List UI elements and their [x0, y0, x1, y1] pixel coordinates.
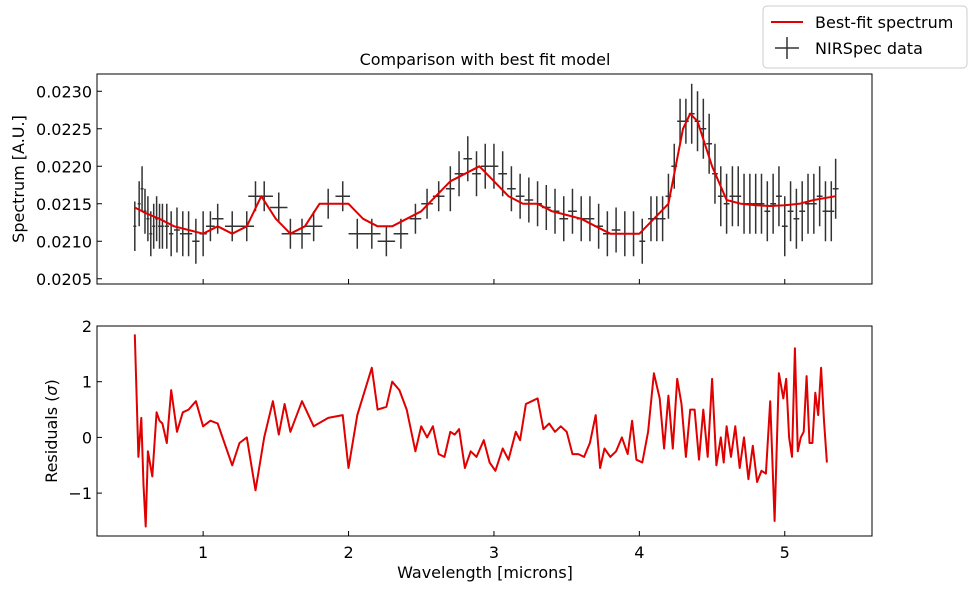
y-tick-label: 1 — [82, 373, 92, 392]
legend-data-label: NIRSpec data — [815, 39, 923, 58]
data-point — [677, 98, 683, 144]
x-tick-label: 3 — [489, 543, 499, 562]
y-tick-label: 0.0210 — [36, 232, 92, 251]
data-point — [409, 203, 422, 234]
data-point — [463, 136, 473, 182]
data-point — [515, 173, 525, 219]
data-point — [793, 188, 800, 249]
x-tick-label: 2 — [343, 543, 353, 562]
residuals-panel: 1 2 3 4 5 −1 0 1 2 Wavelength [microns] Residual… — [42, 317, 873, 582]
x-tick-label: 4 — [634, 543, 644, 562]
data-point — [776, 166, 782, 227]
data-point — [152, 203, 156, 249]
y-tick-label: 0.0205 — [36, 270, 92, 289]
data-point — [822, 181, 829, 242]
data-point — [421, 188, 433, 219]
data-point — [192, 218, 200, 264]
data-point — [758, 173, 765, 234]
spectrum-panel: Comparison with best fit model 0.02050.0… — [9, 50, 873, 289]
data-point — [832, 158, 839, 219]
residuals-y-axis-label: Residuals (σ) — [42, 379, 61, 483]
y-tick-label: −1 — [68, 484, 92, 503]
data-point — [498, 151, 508, 197]
data-point — [179, 211, 186, 257]
data-point — [206, 211, 215, 242]
data-point — [445, 166, 455, 212]
x-tick-label: 1 — [198, 543, 208, 562]
spectrum-y-axis-label: Spectrum [A.U.] — [9, 115, 28, 243]
data-point — [799, 181, 806, 242]
residuals-y-label-prefix: Residuals ( — [42, 396, 61, 483]
residuals-x-axis-label: Wavelength [microns] — [397, 563, 573, 582]
data-point — [735, 166, 742, 227]
y-tick-label: 0.0225 — [36, 120, 92, 139]
spectrum-axes-frame — [96, 73, 873, 285]
data-point — [211, 203, 224, 234]
data-point — [787, 181, 794, 242]
data-point — [717, 166, 724, 227]
data-point — [168, 211, 174, 257]
data-point — [293, 218, 311, 249]
data-point — [568, 188, 577, 234]
data-point — [723, 173, 730, 234]
data-point — [700, 98, 707, 159]
data-point — [752, 173, 759, 234]
data-point — [454, 151, 464, 197]
data-point — [639, 218, 646, 264]
data-point — [335, 181, 351, 212]
data-point — [140, 166, 144, 212]
data-point — [160, 203, 164, 249]
data-point — [393, 218, 409, 249]
y-tick-label: 0.0230 — [36, 82, 92, 101]
data-point — [764, 181, 771, 242]
spectrum-chart-title: Comparison with best fit model — [360, 50, 611, 69]
x-tick-label: 5 — [780, 543, 790, 562]
data-point — [149, 211, 153, 257]
data-point — [164, 203, 169, 249]
y-tick-label: 0.0220 — [36, 157, 92, 176]
data-point — [585, 196, 595, 242]
data-point — [184, 211, 193, 257]
data-point — [659, 196, 666, 242]
data-point — [270, 192, 288, 223]
data-point — [480, 143, 490, 189]
data-point — [524, 177, 534, 223]
y-tick-label: 0 — [82, 428, 92, 447]
spectrum-series-line — [134, 112, 836, 235]
data-point — [770, 173, 777, 234]
data-point — [816, 166, 823, 227]
residuals-y-label-sigma: σ — [42, 385, 61, 396]
data-point — [137, 181, 141, 227]
data-point — [133, 201, 137, 251]
data-point — [706, 113, 713, 174]
data-point — [559, 196, 569, 242]
y-tick-label: 2 — [82, 317, 92, 336]
data-point — [810, 173, 817, 234]
data-point — [805, 173, 811, 234]
data-point — [729, 166, 736, 227]
data-point — [472, 151, 481, 197]
data-point — [507, 166, 516, 212]
data-point — [611, 207, 621, 253]
data-point — [174, 207, 180, 253]
spectrum-ticks: 0.0205 0.0210 0.0215 0.0220 0.0225 0.0230 — [36, 82, 786, 289]
legend: Best-fit spectrum NIRSpec data — [762, 5, 968, 69]
data-point — [146, 196, 150, 242]
residuals-ticks: 1 2 3 4 5 −1 0 1 2 — [68, 317, 789, 562]
data-point — [224, 211, 240, 242]
y-tick-label: 0.0215 — [36, 195, 92, 214]
residuals-axes-frame — [96, 325, 873, 537]
data-point — [828, 181, 835, 242]
data-point — [158, 203, 161, 249]
residuals-series-line — [133, 334, 828, 528]
data-point — [255, 181, 273, 212]
data-point — [304, 211, 323, 242]
legend-box — [762, 5, 968, 69]
spectrum-data-layer — [133, 83, 839, 264]
residuals-y-label-suffix: ) — [42, 379, 61, 385]
legend-best-fit-label: Best-fit spectrum — [815, 13, 953, 32]
residuals-data-layer — [133, 334, 828, 528]
data-point — [377, 226, 396, 257]
